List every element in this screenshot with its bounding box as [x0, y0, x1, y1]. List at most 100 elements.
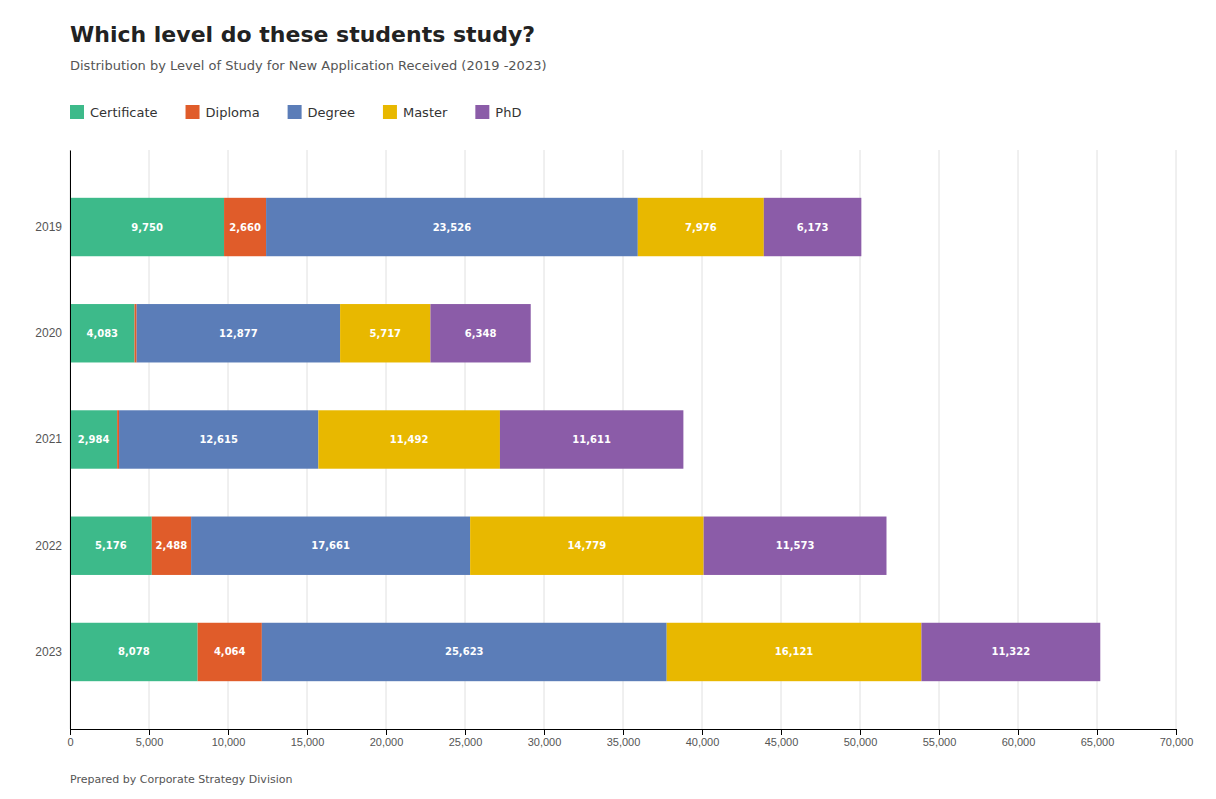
- bar: [191, 517, 470, 575]
- legend-swatch: [288, 105, 302, 119]
- subtitle: Distribution by Level of Study for New A…: [70, 58, 547, 73]
- x-tick-mark: [623, 729, 624, 735]
- legend: Certificate Diploma Degree Master PhD: [70, 105, 521, 120]
- x-tick-label: 55,000: [923, 736, 957, 748]
- x-tick-mark: [702, 729, 703, 735]
- x-axis: 05,00010,00015,00020,00025,00030,00035,0…: [67, 729, 1193, 748]
- x-tick-mark: [386, 729, 387, 735]
- x-tick-label: 15,000: [291, 736, 325, 748]
- x-tick: 25,000: [449, 729, 483, 748]
- bar: [921, 623, 1100, 681]
- legend-swatch: [383, 105, 397, 119]
- legend-swatch: [186, 105, 200, 119]
- data-label: 11,492: [390, 434, 429, 445]
- bar: [135, 304, 137, 362]
- x-tick-mark: [939, 729, 940, 735]
- x-tick-label: 0: [67, 736, 73, 748]
- x-tick: 50,000: [844, 729, 878, 748]
- bars: [70, 198, 1100, 681]
- bar: [119, 410, 318, 468]
- grid-line: [1176, 150, 1177, 729]
- y-tick-label: 2021: [35, 432, 62, 446]
- data-label: 11,611: [572, 434, 611, 445]
- x-tick-label: 5,000: [136, 736, 164, 748]
- legend-swatch: [70, 105, 84, 119]
- x-tick: 15,000: [291, 729, 325, 748]
- grid-line: [70, 150, 71, 729]
- x-tick: 0: [67, 729, 73, 748]
- bar: [70, 198, 224, 256]
- y-axis-line: [70, 151, 71, 730]
- bar: [70, 623, 198, 681]
- bar: [198, 623, 262, 681]
- x-tick-mark: [781, 729, 782, 735]
- legend-label: PhD: [495, 105, 521, 120]
- data-label: 23,526: [433, 222, 472, 233]
- x-tick-label: 50,000: [844, 736, 878, 748]
- x-tick-label: 25,000: [449, 736, 483, 748]
- x-tick: 60,000: [1002, 729, 1036, 748]
- title: Which level do these students study?: [70, 22, 535, 47]
- legend-label: Diploma: [206, 105, 260, 120]
- y-tick-label: 2020: [35, 326, 62, 340]
- data-label: 6,348: [465, 328, 497, 339]
- data-label: 25,623: [445, 646, 484, 657]
- x-tick-label: 10,000: [212, 736, 246, 748]
- x-tick: 40,000: [686, 729, 720, 748]
- x-tick-label: 70,000: [1160, 736, 1194, 748]
- x-tick: 35,000: [607, 729, 641, 748]
- data-label: 12,615: [199, 434, 238, 445]
- bar: [70, 410, 117, 468]
- legend-label: Degree: [308, 105, 355, 120]
- x-tick-mark: [544, 729, 545, 735]
- data-label: 14,779: [568, 540, 607, 551]
- y-tick: 2020: [35, 326, 70, 340]
- bar: [704, 517, 887, 575]
- bar: [667, 623, 922, 681]
- x-tick-mark: [465, 729, 466, 735]
- bar: [152, 517, 191, 575]
- x-tick-label: 65,000: [1081, 736, 1115, 748]
- data-label: 7,976: [685, 222, 717, 233]
- data-label: 5,176: [95, 540, 127, 551]
- x-tick-mark: [860, 729, 861, 735]
- x-tick-label: 35,000: [607, 736, 641, 748]
- bar: [137, 304, 340, 362]
- y-tick-label: 2019: [35, 220, 62, 234]
- bar: [470, 517, 704, 575]
- chart-container: Which level do these students study? Dist…: [0, 0, 1216, 799]
- x-tick-mark: [1176, 729, 1177, 735]
- data-label: 4,064: [214, 646, 246, 657]
- bar: [430, 304, 530, 362]
- data-label: 6,173: [797, 222, 829, 233]
- x-tick-label: 40,000: [686, 736, 720, 748]
- x-tick: 55,000: [923, 729, 957, 748]
- data-label: 8,078: [118, 646, 150, 657]
- y-tick-label: 2023: [35, 645, 62, 659]
- y-tick-label: 2022: [35, 539, 62, 553]
- bar: [500, 410, 683, 468]
- x-tick-label: 20,000: [370, 736, 404, 748]
- x-tick-mark: [70, 729, 71, 735]
- y-tick: 2023: [35, 645, 70, 659]
- chart-svg: Which level do these students study? Dist…: [0, 0, 1216, 799]
- data-label: 17,661: [311, 540, 350, 551]
- bar: [117, 410, 119, 468]
- legend-label: Certificate: [90, 105, 158, 120]
- legend-swatch: [475, 105, 489, 119]
- data-label: 12,877: [219, 328, 258, 339]
- data-label: 11,573: [776, 540, 815, 551]
- data-label: 2,984: [78, 434, 110, 445]
- data-label: 16,121: [775, 646, 814, 657]
- bar: [224, 198, 266, 256]
- x-tick-label: 60,000: [1002, 736, 1036, 748]
- legend-label: Master: [403, 105, 448, 120]
- bar: [764, 198, 862, 256]
- y-tick: 2022: [35, 539, 70, 553]
- bar: [266, 198, 638, 256]
- data-label: 2,488: [156, 540, 188, 551]
- y-tick: 2021: [35, 432, 70, 446]
- bar: [340, 304, 430, 362]
- data-label: 9,750: [131, 222, 163, 233]
- bar: [262, 623, 667, 681]
